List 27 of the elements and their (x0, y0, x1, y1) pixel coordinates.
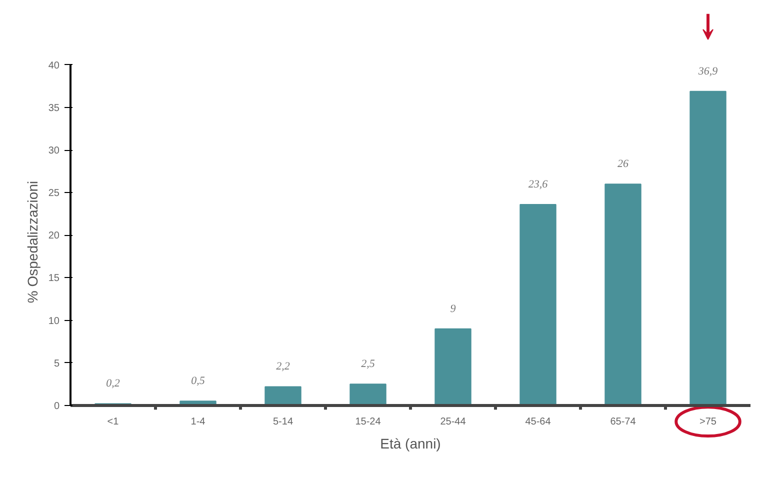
data-label: 23,6 (528, 178, 548, 191)
y-tick-label: 5 (54, 358, 60, 370)
y-tick-label: 40 (48, 60, 60, 72)
data-label: 36,9 (697, 65, 718, 78)
y-tick-label: 20 (48, 230, 60, 242)
y-tick-label: 10 (48, 316, 60, 327)
data-label: 2,2 (276, 360, 290, 373)
data-label: 0,2 (106, 378, 120, 390)
y-tick-label: 0 (54, 400, 60, 412)
x-axis-title: Età (anni) (380, 436, 441, 452)
x-tick-label: 1-4 (190, 416, 206, 428)
x-tick-label: >75 (700, 416, 717, 428)
data-label: 0,5 (191, 375, 206, 388)
x-tick-label: <1 (107, 416, 120, 428)
y-axis-title: % Ospedalizzazioni (24, 180, 40, 304)
y-tick-label: 25 (48, 188, 60, 200)
x-tick-label: 5-14 (272, 416, 294, 428)
y-tick-label: 30 (48, 146, 60, 157)
x-tick-label: 15-24 (355, 416, 382, 428)
y-tick-label: 15 (48, 273, 60, 284)
data-label: 26 (618, 158, 629, 170)
x-tick-label: 65-74 (610, 416, 636, 428)
x-tick-label: 25-44 (440, 416, 466, 428)
data-label: 2,5 (361, 358, 376, 370)
y-tick-label: 35 (48, 103, 60, 114)
x-tick-label: 45-64 (525, 416, 552, 428)
data-label: 9 (450, 302, 456, 315)
